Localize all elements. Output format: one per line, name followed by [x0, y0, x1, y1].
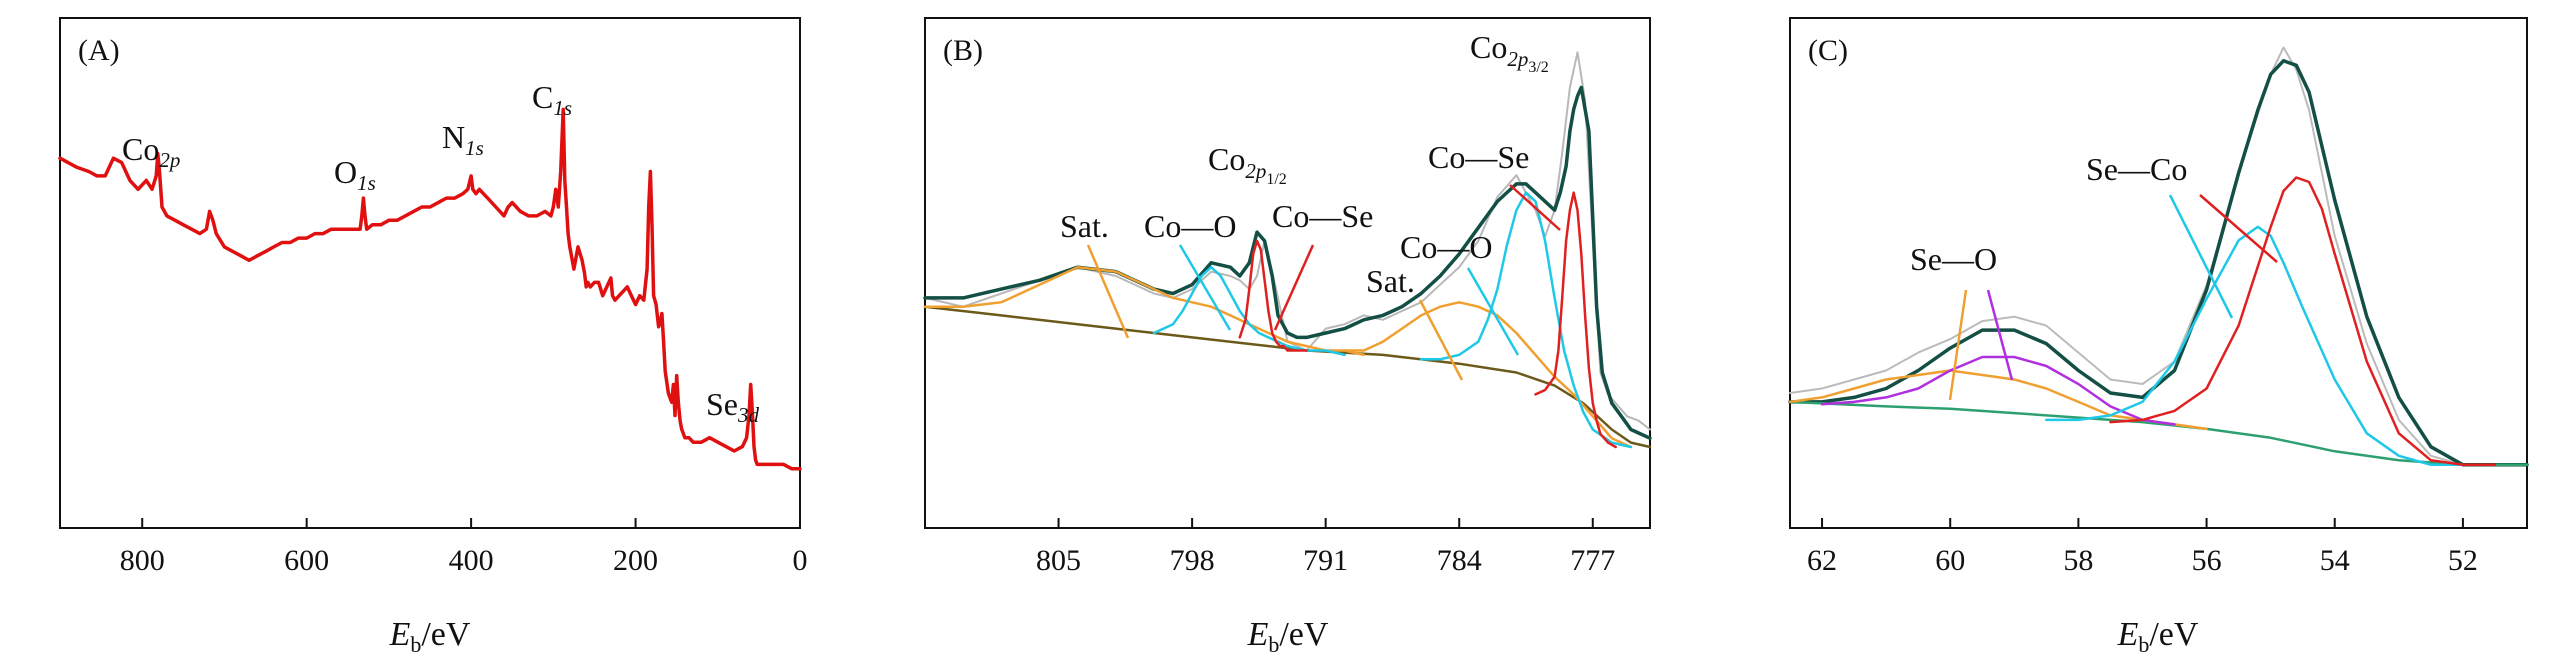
- panel-b-xtick-label: 777: [1570, 544, 1615, 577]
- panel-b-series-co-se-co2p3-2: [1534, 191, 1617, 449]
- panel-a-frame: [59, 17, 801, 529]
- bond-label-sat-1: Sat.: [1060, 208, 1109, 244]
- panel-c-series: [1788, 46, 2529, 467]
- peak-label-co2p12: Co2p1/2: [1208, 141, 1287, 188]
- peak-label-co2p32: Co2p3/2: [1470, 29, 1549, 76]
- panel-b-series-raw: [924, 51, 1651, 431]
- panel-c-frame: [1789, 17, 2528, 529]
- panel-c-xticks: 62 60 58 56 54 52: [1807, 518, 2478, 577]
- panel-a-series-survey: [58, 107, 802, 471]
- panel-b-series-sat-co2p1-2: [923, 265, 1366, 357]
- panel-c: (C) 62 60 58 56 54 52 Se—O Se—Co Eb/eV: [1788, 17, 2529, 657]
- panel-a-series: [58, 107, 802, 471]
- panel-c-xtick-label: 58: [2063, 544, 2093, 577]
- panel-c-label: (C): [1808, 34, 1848, 67]
- panel-c-xlabel: Eb/eV: [2117, 616, 2199, 657]
- panel-b-series-co-o-co2p3-2: [1419, 191, 1633, 449]
- bond-label-sat-2: Sat.: [1366, 263, 1415, 299]
- panel-b-xticks: 805 798 791 784 777: [1036, 518, 1615, 577]
- leader-coo-2: [1466, 267, 1520, 356]
- bond-label-coo-2: Co—O: [1400, 229, 1492, 265]
- leader-seco-cyan: [2168, 194, 2234, 319]
- leader-cose-1: [1273, 244, 1315, 331]
- panel-b-xtick-label: 805: [1036, 544, 1081, 577]
- panel-c-series-background: [1788, 400, 2529, 467]
- panel-c-series-se-o-purple: [1820, 355, 2176, 426]
- panel-b-xtick-label: 791: [1303, 544, 1348, 577]
- peak-label-c1s: C1s: [532, 79, 572, 120]
- panel-b-xtick-label: 784: [1437, 544, 1482, 577]
- panel-c-series-se-co-cyan: [2045, 225, 2497, 467]
- panel-a-label: (A): [78, 34, 120, 67]
- leader-seco-red: [2199, 194, 2278, 263]
- peak-label-se3d: Se3d: [706, 386, 760, 427]
- bond-label-cose-1: Co—Se: [1272, 198, 1373, 234]
- panel-c-series-envelope: [1788, 59, 2529, 467]
- leader-sat-2: [1418, 299, 1464, 381]
- panel-a-xtick-label: 0: [793, 544, 808, 577]
- panel-b-series-co-o-co2p1-2: [1152, 265, 1346, 357]
- panel-c-xtick-label: 54: [2320, 544, 2350, 577]
- panel-b-series-background: [923, 305, 1652, 449]
- panel-c-xtick-label: 62: [1807, 544, 1837, 577]
- panel-b: (B) 805 798 791 784 777 Sat. Co—O Co—Se Co—O…: [923, 17, 1652, 657]
- panel-a-xtick-label: 800: [120, 544, 165, 577]
- panel-a-annotations: Co2p O1s N1s C1s Se3d: [122, 79, 760, 427]
- panel-a-xtick-label: 400: [449, 544, 494, 577]
- panel-c-xtick-label: 56: [2192, 544, 2222, 577]
- panel-c-series-se-co-red: [2109, 176, 2497, 467]
- panel-c-annotations: Se—O Se—Co: [1910, 151, 2278, 401]
- panel-b-series: [923, 51, 1652, 449]
- panel-b-xtick-label: 798: [1170, 544, 1215, 577]
- peak-label-o1s: O1s: [334, 154, 376, 195]
- panel-b-series-sat-co2p3-2: [1343, 301, 1633, 449]
- leader-seo-orange: [1948, 289, 1968, 401]
- panel-b-label: (B): [943, 34, 983, 67]
- panel-a: (A) 800 600 400 200 0 Co2p O1s N1s C1s Se3d …: [58, 17, 808, 657]
- leader-cose-2: [1509, 184, 1561, 231]
- bond-label-seo: Se—O: [1910, 241, 1997, 277]
- bond-label-coo-1: Co—O: [1144, 208, 1236, 244]
- leader-coo-1: [1178, 244, 1232, 331]
- leader-seo-purple: [1986, 289, 2014, 381]
- panel-b-series-co-se-co2p1-2: [1238, 239, 1308, 352]
- panel-b-series-envelope: [923, 85, 1652, 440]
- leader-sat-1: [1086, 244, 1130, 339]
- panel-b-frame: [924, 17, 1651, 529]
- panel-a-xticks: 800 600 400 200 0: [120, 518, 808, 577]
- peak-label-n1s: N1s: [442, 119, 484, 160]
- panel-b-xlabel: Eb/eV: [1247, 616, 1329, 657]
- panel-c-xtick-label: 52: [2448, 544, 2478, 577]
- panel-b-annotations: Sat. Co—O Co—Se Co—O Sat. Co—Se Co2p1/2 …: [1060, 29, 1561, 381]
- panel-c-xtick-label: 60: [1935, 544, 1965, 577]
- bond-label-seco: Se—Co: [2086, 151, 2187, 187]
- peak-label-co2p: Co2p: [122, 131, 180, 172]
- panel-a-xtick-label: 600: [284, 544, 329, 577]
- panel-a-xlabel: Eb/eV: [389, 616, 471, 657]
- panel-c-series-raw: [1789, 46, 2528, 466]
- bond-label-cose-2: Co—Se: [1428, 139, 1529, 175]
- panel-a-xtick-label: 200: [613, 544, 658, 577]
